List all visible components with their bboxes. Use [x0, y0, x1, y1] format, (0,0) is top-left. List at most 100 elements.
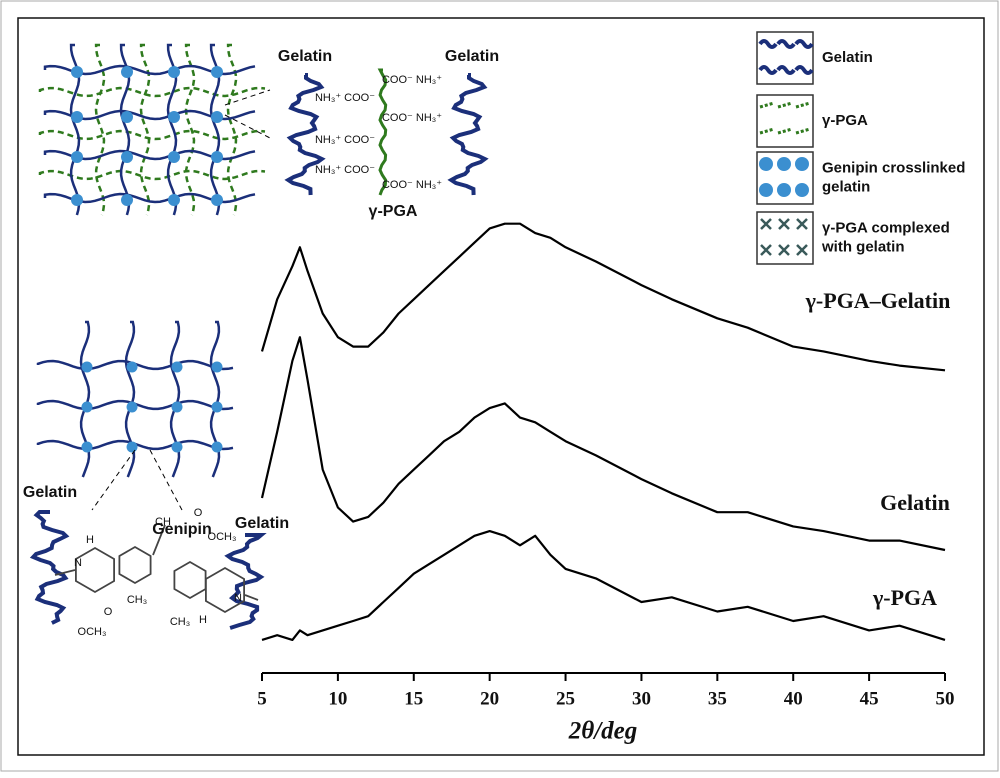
schematic-label: OCH₃ [208, 531, 237, 543]
legend-box [756, 94, 814, 148]
strand [226, 43, 238, 216]
crosslink [126, 361, 138, 373]
crosslink [171, 401, 183, 413]
crosslink [211, 361, 223, 373]
strand [38, 86, 266, 98]
crosslink [126, 441, 138, 453]
crosslink [121, 194, 133, 206]
ring [75, 546, 115, 594]
legend-label: gelatin [822, 178, 870, 195]
xrd-curve [260, 336, 946, 552]
inner-frame [17, 17, 985, 756]
curve-label: Gelatin [880, 490, 950, 515]
schematic-label: Gelatin [23, 484, 77, 501]
zoom-line [91, 449, 183, 511]
legend-label: Genipin crosslinked [822, 159, 965, 176]
crosslink [81, 441, 93, 453]
legend-icon [759, 183, 773, 197]
crosslink [211, 441, 223, 453]
legend-label: γ-PGA complexed [822, 219, 950, 236]
schematic-label: N [234, 592, 242, 604]
schematic-label: Gelatin [278, 48, 332, 65]
crosslink [171, 441, 183, 453]
legend-icon [776, 65, 796, 75]
crosslink [121, 111, 133, 123]
crosslink [211, 194, 223, 206]
crosslink [211, 66, 223, 78]
strand [169, 320, 181, 478]
x-tick-label: 35 [708, 688, 727, 709]
crosslink [168, 66, 180, 78]
crosslink [71, 111, 83, 123]
crosslink [211, 151, 223, 163]
crosslink [121, 66, 133, 78]
legend-icon [796, 218, 808, 230]
legend-icon [760, 244, 772, 256]
legend-icon [759, 101, 775, 109]
x-tick-label: 30 [632, 688, 651, 709]
legend-icon [759, 127, 775, 135]
crosslink [168, 151, 180, 163]
legend-icon [777, 183, 791, 197]
ring [205, 566, 245, 614]
schematic-label: CH₃ [127, 594, 147, 606]
x-axis-label: 2θ/deg [568, 718, 638, 745]
crosslink [211, 111, 223, 123]
legend-icon [795, 127, 811, 135]
x-tick-label: 5 [257, 688, 267, 709]
legend-icon [760, 218, 772, 230]
legend-icon [776, 39, 796, 49]
strand [209, 320, 221, 478]
strand [38, 129, 266, 141]
legend-icon [759, 157, 773, 171]
gelatin-coil [29, 510, 70, 625]
legend-icon [794, 39, 814, 49]
gelatin-coil [284, 73, 326, 196]
crosslink [71, 194, 83, 206]
schematic-label: COO⁻ NH₃⁺ [382, 112, 442, 124]
legend-icon [777, 157, 791, 171]
schematic-label: NH₃⁺ COO⁻ [315, 92, 375, 104]
legend-icon [778, 244, 790, 256]
xrd-curve [260, 222, 946, 372]
legend-icon [795, 101, 811, 109]
legend-icon [777, 127, 793, 135]
crosslink [126, 401, 138, 413]
schematic-label: CH₃ [170, 616, 190, 628]
crosslink [168, 111, 180, 123]
xrd-curve [261, 530, 946, 641]
pga-chain [377, 68, 388, 196]
schematic-label: OCH₃ [78, 626, 107, 638]
schematic-label: Gelatin [235, 515, 289, 532]
crosslink [81, 361, 93, 373]
legend-icon [778, 218, 790, 230]
strand [38, 169, 266, 181]
schematic-label: γ-PGA [369, 203, 418, 220]
schematic-label: Genipin [152, 521, 212, 538]
ring [173, 560, 207, 600]
schematic-label: N [74, 557, 82, 569]
schematic-label: Gelatin [445, 48, 499, 65]
x-tick-label: 40 [784, 688, 803, 709]
crosslink [71, 151, 83, 163]
legend-label: with gelatin [821, 238, 905, 255]
ring [118, 545, 152, 585]
crosslink [168, 194, 180, 206]
schematic-label: NH₃⁺ COO⁻ [315, 134, 375, 146]
legend-icon [795, 157, 809, 171]
legend-label: γ-PGA [822, 112, 868, 129]
bond [54, 524, 259, 601]
zoom-line [224, 89, 271, 139]
crosslink [171, 361, 183, 373]
schematic-label: COO⁻ NH₃⁺ [382, 74, 442, 86]
crosslink [211, 401, 223, 413]
legend-icon [777, 101, 793, 109]
legend-icon [758, 65, 778, 75]
crosslink [71, 66, 83, 78]
legend-label: Gelatin [822, 49, 873, 66]
x-tick-label: 15 [404, 688, 423, 709]
curve-label: γ-PGA [872, 585, 937, 610]
legend-icon [794, 65, 814, 75]
